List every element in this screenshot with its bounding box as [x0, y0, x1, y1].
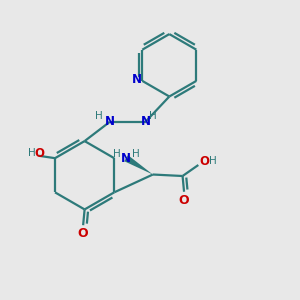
Text: H: H: [28, 148, 36, 158]
Text: N: N: [105, 115, 115, 128]
Text: H: H: [132, 149, 140, 159]
Text: H: H: [149, 111, 157, 121]
Text: H: H: [95, 111, 103, 122]
Polygon shape: [124, 155, 153, 175]
Text: O: O: [34, 147, 45, 160]
Text: O: O: [199, 155, 209, 168]
Text: H: H: [209, 156, 217, 167]
Text: O: O: [78, 227, 88, 240]
Text: N: N: [132, 73, 142, 86]
Text: N: N: [121, 152, 131, 165]
Text: O: O: [179, 194, 189, 207]
Text: H: H: [113, 149, 121, 159]
Text: N: N: [140, 115, 151, 128]
